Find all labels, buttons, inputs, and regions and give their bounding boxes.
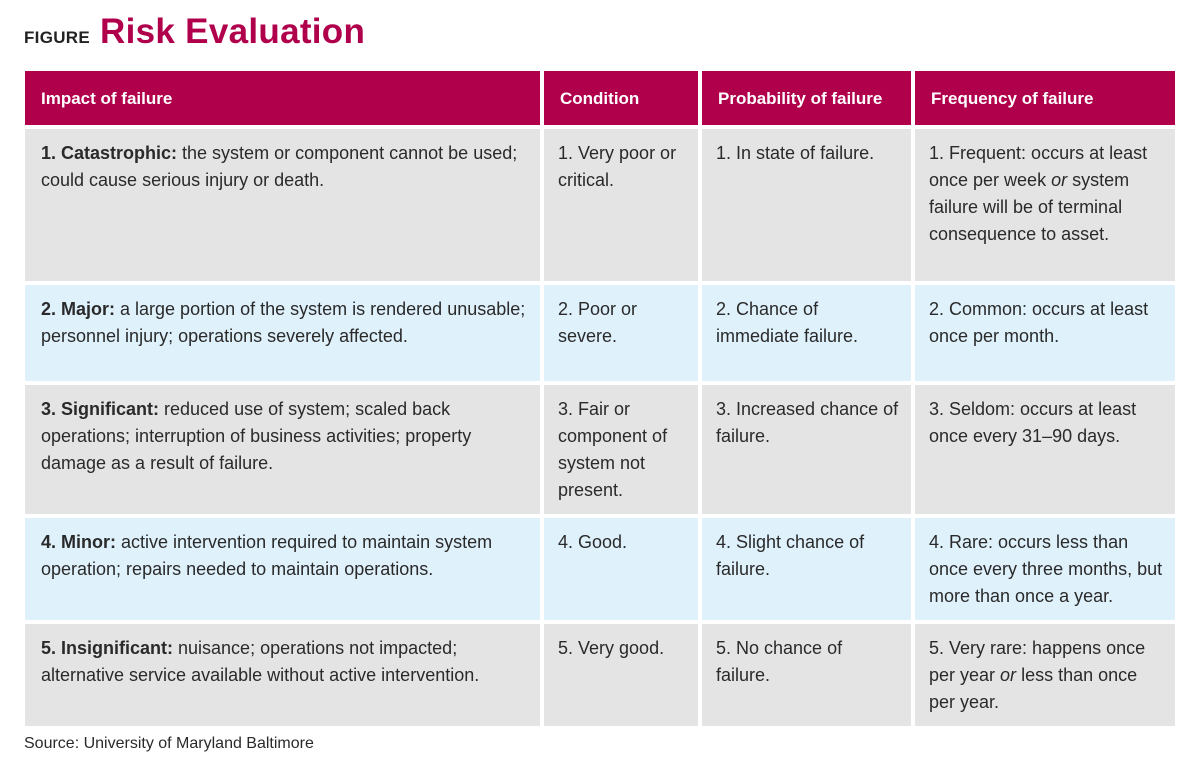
probability-cell: 5. No chance of failure.: [702, 624, 911, 726]
impact-title: 4. Minor:: [41, 532, 116, 552]
table-row: 3. Significant: reduced use of system; s…: [25, 385, 1175, 514]
impact-title: 2. Major:: [41, 299, 115, 319]
frequency-cell: 2. Common: occurs at least once per mont…: [915, 285, 1175, 381]
header-impact: Impact of failure: [25, 71, 540, 125]
probability-cell: 4. Slight chance of failure.: [702, 518, 911, 620]
condition-cell: 4. Good.: [544, 518, 698, 620]
condition-cell: 2. Poor or severe.: [544, 285, 698, 381]
frequency-emphasis: or: [1000, 665, 1016, 685]
impact-cell: 2. Major: a large portion of the system …: [25, 285, 540, 381]
impact-title: 5. Insignificant:: [41, 638, 173, 658]
frequency-cell: 4. Rare: occurs less than once every thr…: [915, 518, 1175, 620]
frequency-emphasis: or: [1051, 170, 1067, 190]
table-row: 4. Minor: active intervention required t…: [25, 518, 1175, 620]
header-condition: Condition: [544, 71, 698, 125]
impact-cell: 3. Significant: reduced use of system; s…: [25, 385, 540, 514]
impact-cell: 1. Catastrophic: the system or component…: [25, 129, 540, 281]
condition-cell: 1. Very poor or critical.: [544, 129, 698, 281]
source-note: Source: University of Maryland Baltimore: [24, 735, 314, 753]
condition-cell: 3. Fair or component of system not prese…: [544, 385, 698, 514]
table-row: 1. Catastrophic: the system or component…: [25, 129, 1175, 281]
frequency-cell: 3. Seldom: occurs at least once every 31…: [915, 385, 1175, 514]
risk-evaluation-table: Impact of failure Condition Probability …: [21, 67, 1179, 730]
figure-heading: FIGURE Risk Evaluation: [24, 12, 365, 52]
table-row: 5. Insignificant: nuisance; operations n…: [25, 624, 1175, 726]
probability-cell: 1. In state of failure.: [702, 129, 911, 281]
frequency-cell: 5. Very rare: happens once per year or l…: [915, 624, 1175, 726]
impact-cell: 4. Minor: active intervention required t…: [25, 518, 540, 620]
impact-title: 1. Catastrophic:: [41, 143, 177, 163]
impact-cell: 5. Insignificant: nuisance; operations n…: [25, 624, 540, 726]
condition-cell: 5. Very good.: [544, 624, 698, 726]
frequency-cell: 1. Frequent: occurs at least once per we…: [915, 129, 1175, 281]
header-frequency: Frequency of failure: [915, 71, 1175, 125]
table-row: 2. Major: a large portion of the system …: [25, 285, 1175, 381]
impact-title: 3. Significant:: [41, 399, 159, 419]
figure-label: FIGURE: [24, 28, 90, 48]
table-header-row: Impact of failure Condition Probability …: [25, 71, 1175, 125]
probability-cell: 2. Chance of immediate failure.: [702, 285, 911, 381]
probability-cell: 3. Increased chance of failure.: [702, 385, 911, 514]
header-probability: Probability of failure: [702, 71, 911, 125]
figure-title: Risk Evaluation: [100, 12, 365, 52]
